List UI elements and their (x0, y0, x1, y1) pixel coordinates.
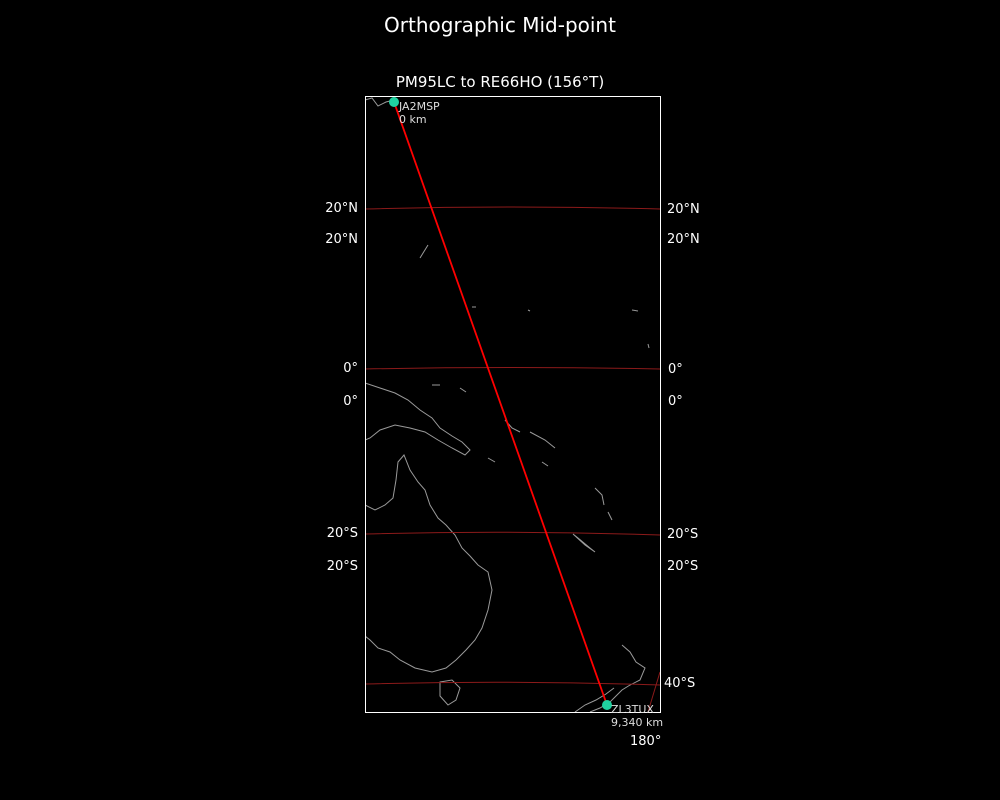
end-label: ZL3TUX 9,340 km (611, 703, 663, 729)
tasmania (439, 679, 461, 706)
start-distance: 0 km (399, 113, 427, 126)
lat-label-right: 20°N (667, 202, 700, 217)
lat-label-right: 20°S (667, 559, 699, 574)
lat-label-left: 0° (343, 394, 358, 409)
start-label: JA2MSP 0 km (399, 100, 440, 126)
new-zealand-south (574, 687, 615, 712)
end-marker[interactable] (602, 700, 612, 710)
lat-label-left: 0° (343, 361, 358, 376)
lat-label-right: 0° (668, 394, 683, 409)
australia (365, 454, 493, 673)
lat-label-right: 0° (668, 362, 683, 377)
end-distance: 9,340 km (611, 716, 664, 729)
lat-label-left: 20°S (326, 559, 358, 574)
map-subtitle: PM95LC to RE66HO (156°T) (395, 73, 605, 91)
lat-label-left: 20°N (325, 232, 358, 247)
lon-label: 180° (630, 734, 662, 749)
great-circle-path (393, 101, 608, 706)
map-frame (365, 96, 661, 713)
start-call: JA2MSP (399, 100, 440, 113)
lat-label-right: 40°S (664, 676, 696, 691)
new-guinea (365, 382, 471, 456)
end-call: ZL3TUX (611, 703, 654, 716)
figure-title: Orthographic Mid-point (384, 13, 616, 37)
gridlines (365, 206, 660, 712)
lat-label-right: 20°N (667, 232, 700, 247)
coastlines (365, 97, 650, 712)
lat-label-left: 20°N (325, 201, 358, 216)
start-marker[interactable] (389, 97, 399, 107)
lat-label-right: 20°S (667, 527, 699, 542)
lat-label-left: 20°S (326, 526, 358, 541)
